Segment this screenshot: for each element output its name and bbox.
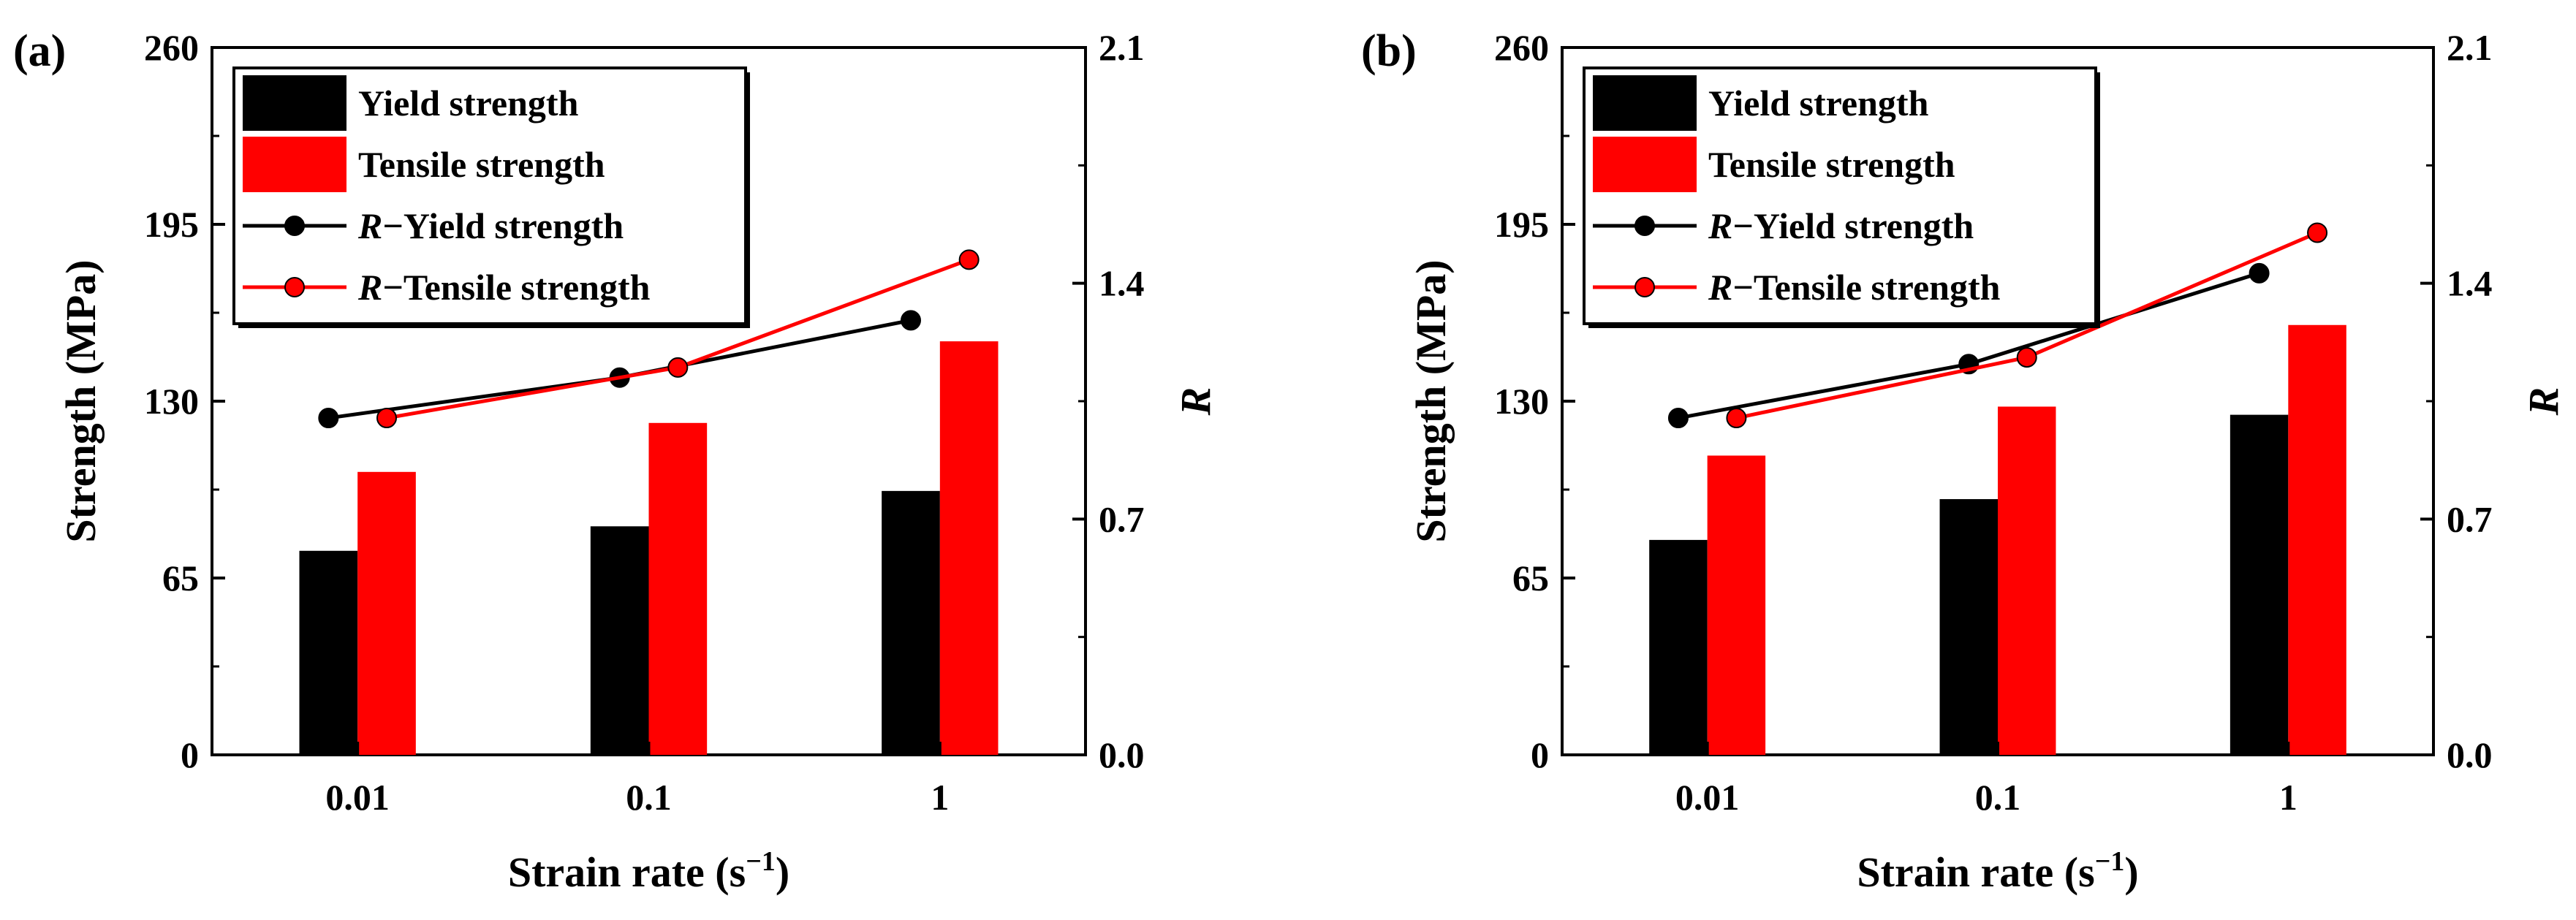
legend-label-text: Yield strength: [1708, 83, 1929, 123]
point-r-tensile-strength-1: [667, 357, 689, 378]
left-tick-label: 195: [1494, 204, 1549, 245]
point-r-tensile-strength-0: [1726, 408, 1747, 429]
legend-label-tensile-strength: Tensile strength: [1708, 144, 1955, 185]
x-tick-label: 0.01: [1675, 777, 1740, 818]
x-axis-title-main: Strain rate (s: [508, 848, 746, 896]
point-r-tensile-strength-1: [2016, 347, 2037, 368]
point-r-tensile-strength-0: [376, 408, 397, 429]
legend-label-text: Tensile strength: [1708, 144, 1955, 185]
legend-label-text: Yield strength: [358, 83, 579, 123]
left-tick-label: 65: [162, 558, 199, 598]
bar-yield-strength-2: [2230, 414, 2289, 755]
legend-label-prefix: R: [357, 267, 382, 308]
legend-label-yield-strength: R−Yield strength: [357, 205, 624, 246]
legend-swatch-yield-strength: [1593, 75, 1697, 131]
x-tick-label: 0.1: [626, 777, 672, 818]
right-tick-label: 0.0: [1099, 734, 1145, 775]
legend-label-text: −Yield strength: [382, 205, 624, 246]
chart-panel-b: 0 65 130 195 260 0.0 0.7 1.4 2.1 0.01 0.1 1 Strain r…: [1361, 26, 2567, 896]
legend-label-tensile-strength: R−Tensile strength: [357, 267, 651, 308]
bar-yield-strength-1: [1939, 499, 1998, 755]
x-tick-label: 1: [2279, 777, 2297, 818]
left-axis-title: Strength (MPa): [57, 259, 105, 542]
x-tick-label: 0.01: [325, 777, 390, 818]
bar-yield-strength-2: [882, 490, 940, 755]
bar-tensile-strength-2: [939, 341, 999, 756]
x-tick-label: 1: [931, 777, 949, 818]
right-axis-title: R: [1172, 387, 1219, 417]
legend-label-tensile-strength: R−Tensile strength: [1708, 267, 2001, 308]
right-tick-label: 1.4: [2447, 263, 2493, 304]
bar-yield-strength-0: [299, 550, 358, 755]
left-tick-label: 260: [1494, 27, 1549, 68]
legend-marker-tensile-strength: [1634, 277, 1655, 297]
x-axis-title-main: Strain rate (s: [1857, 848, 2094, 896]
left-tick-label: 65: [1512, 558, 1549, 598]
x-tick-label: 0.1: [1975, 777, 2021, 818]
x-axis-title-end: ): [776, 848, 789, 896]
bar-tensile-strength-2: [2288, 324, 2346, 755]
legend-label-yield-strength: R−Yield strength: [1708, 205, 1974, 246]
legend-marker-yield-strength: [284, 216, 305, 236]
left-tick-label: 130: [1494, 381, 1549, 422]
x-axis-title-exponent: −1: [2095, 846, 2125, 877]
right-tick-label: 0.7: [2447, 498, 2493, 539]
bar-yield-strength-1: [590, 526, 649, 755]
bar-tensile-strength-1: [1998, 406, 2056, 755]
point-r-yield-strength-2: [901, 310, 921, 331]
point-r-yield-strength-0: [1667, 408, 1689, 429]
right-tick-label: 2.1: [1099, 27, 1145, 68]
left-tick-label: 260: [144, 27, 199, 68]
x-axis-title: Strain rate (s−1): [508, 846, 789, 896]
point-r-yield-strength-2: [2249, 262, 2270, 284]
left-tick-label: 0: [181, 734, 199, 775]
left-tick-label: 130: [144, 381, 199, 422]
legend-label-text: Tensile strength: [358, 144, 605, 185]
left-axis-title: Strength (MPa): [1407, 259, 1455, 542]
point-r-tensile-strength-2: [2307, 222, 2328, 243]
legend-swatch-yield-strength: [243, 75, 346, 131]
legend-label-text: −Yield strength: [1732, 205, 1974, 246]
right-tick-label: 0.7: [1099, 498, 1145, 539]
x-axis-title-exponent: −1: [746, 846, 776, 877]
right-axis-title: R: [2520, 387, 2567, 417]
right-tick-label: 2.1: [2447, 27, 2493, 68]
left-tick-label: 195: [144, 204, 199, 245]
legend-label-prefix: R: [357, 205, 382, 246]
chart-panel-a: 0 65 130 195 260 0.0 0.7 1.4 2.1 0.01 0.1 1 Strain r…: [13, 26, 1219, 896]
legend-label-yield-strength: Yield strength: [1708, 83, 1929, 123]
legend-marker-yield-strength: [1634, 216, 1655, 236]
panel-label: (a): [13, 26, 66, 76]
legend-marker-tensile-strength: [284, 277, 305, 297]
bar-tensile-strength-0: [357, 471, 416, 755]
legend-label-tensile-strength: Tensile strength: [358, 144, 605, 185]
point-r-tensile-strength-2: [958, 249, 980, 270]
panel-label: (b): [1361, 26, 1417, 76]
x-axis-title-end: ): [2124, 848, 2138, 896]
right-tick-label: 0.0: [2447, 734, 2493, 775]
legend-label-yield-strength: Yield strength: [358, 83, 579, 123]
legend-label-prefix: R: [1708, 205, 1732, 246]
bar-yield-strength-0: [1649, 539, 1708, 755]
right-tick-label: 1.4: [1099, 263, 1145, 304]
point-r-yield-strength-0: [318, 408, 339, 429]
legend-label-text: −Tensile strength: [382, 267, 650, 308]
legend-swatch-tensile-strength: [243, 137, 346, 192]
legend-swatch-tensile-strength: [1593, 137, 1697, 192]
left-tick-label: 0: [1531, 734, 1549, 775]
bar-tensile-strength-0: [1707, 455, 1766, 755]
x-axis-title: Strain rate (s−1): [1857, 846, 2138, 896]
legend-label-text: −Tensile strength: [1732, 267, 2000, 308]
legend-label-prefix: R: [1708, 267, 1732, 308]
bar-tensile-strength-1: [648, 422, 708, 755]
